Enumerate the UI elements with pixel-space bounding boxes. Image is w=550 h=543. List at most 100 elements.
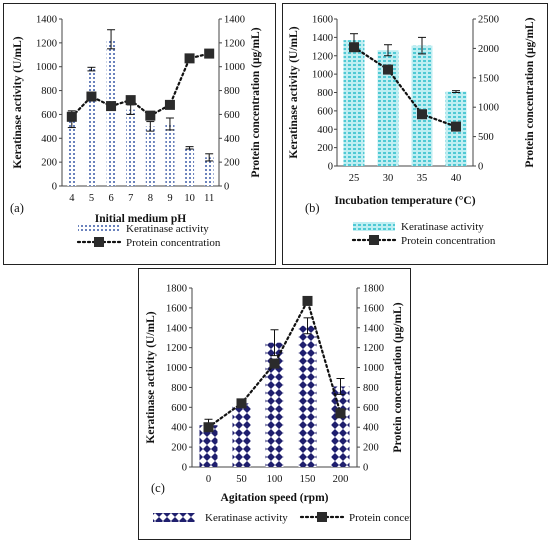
bar-keratinase-activity xyxy=(331,386,350,467)
legend-label-protein: Protein concentration xyxy=(349,512,410,524)
bar-keratinase-activity xyxy=(411,45,433,166)
legend-swatch-keratinase xyxy=(153,513,195,522)
y-tick-right-label: 0 xyxy=(224,182,229,193)
y-axis-right-title: Protein concentration (µg/mL) xyxy=(524,17,536,167)
y-tick-right-label: 1000 xyxy=(363,363,384,374)
bar-keratinase-activity xyxy=(145,126,155,186)
line-protein-concentration xyxy=(352,46,458,128)
marker-protein-concentration xyxy=(106,101,117,112)
x-tick-label: 0 xyxy=(206,474,211,485)
marker-protein-concentration xyxy=(335,408,346,419)
legend-swatch-keratinase xyxy=(78,224,120,233)
x-tick-label: 200 xyxy=(333,474,349,485)
marker-protein-concentration xyxy=(269,358,280,369)
y-tick-right-label: 0 xyxy=(478,162,483,173)
chart-a-svg: 0 200 400 600 800 1000 1200 1400 0 200 400 600 800 10… xyxy=(10,15,262,250)
y-tick-left-label: 800 xyxy=(171,383,187,394)
marker-protein-concentration xyxy=(203,422,214,433)
bar-keratinase-activity xyxy=(265,342,284,467)
y-tick-left-label: 1400 xyxy=(312,33,333,44)
y-tick-left-label: 0 xyxy=(182,463,187,474)
x-tick-label: 150 xyxy=(300,474,316,485)
y-tick-left-label: 1600 xyxy=(166,303,187,314)
y-tick-right-label: 1000 xyxy=(478,103,499,114)
y-tick-left-label: 1200 xyxy=(36,38,57,49)
bar-keratinase-activity xyxy=(377,50,399,166)
y-tick-right-label: 1200 xyxy=(224,38,245,49)
y-tick-left-label: 200 xyxy=(171,443,187,454)
y-tick-right-label: 600 xyxy=(363,403,379,414)
marker-protein-concentration xyxy=(349,42,359,53)
marker-protein-concentration xyxy=(383,64,393,75)
legend-label-keratinase: Keratinase activity xyxy=(126,223,209,235)
y-tick-left-label: 800 xyxy=(41,86,57,97)
y-tick-left-label: 600 xyxy=(41,110,57,121)
chart-panel-c: 0 200 400 600 800 1000 1200 1400 1600 1800 0 200 400… xyxy=(138,268,411,540)
y-tick-left-label: 1400 xyxy=(166,323,187,334)
y-tick-left-label: 1600 xyxy=(312,15,333,26)
y-tick-right-label: 800 xyxy=(224,86,240,97)
bar-keratinase-activity xyxy=(126,109,136,186)
y-tick-right-label: 1600 xyxy=(363,303,384,314)
marker-protein-concentration xyxy=(86,91,97,102)
marker-protein-concentration xyxy=(164,99,175,110)
y-tick-left-label: 800 xyxy=(317,88,333,99)
x-tick-label: 40 xyxy=(451,173,462,184)
chart-c-svg: 0200400600800100012001400160018000200400… xyxy=(145,284,410,525)
chart-b-svg: 0 200 400 600 800 1000 1200 1400 1600 0 500 1000 150… xyxy=(288,15,536,248)
y-tick-right-label: 800 xyxy=(363,383,379,394)
chart-panel-a: 0 200 400 600 800 1000 1200 1400 0 200 400 600 800 10… xyxy=(3,3,276,265)
y-tick-right-label: 2000 xyxy=(478,44,499,55)
y-tick-right-label: 0 xyxy=(363,463,368,474)
legend-label-protein: Protein concentration xyxy=(126,237,221,249)
y-tick-left-label: 1200 xyxy=(312,51,333,62)
x-tick-label: 5 xyxy=(89,193,94,204)
y-tick-left-label: 200 xyxy=(41,158,57,169)
bar-keratinase-activity xyxy=(232,403,251,467)
x-axis-title: Incubation temperature (°C) xyxy=(334,195,475,207)
y-tick-right-label: 400 xyxy=(363,423,379,434)
chart-panel-b: 0 200 400 600 800 1000 1200 1400 1600 0 500 1000 150… xyxy=(282,3,548,265)
bar-keratinase-activity xyxy=(199,425,218,467)
panel-label: (c) xyxy=(151,481,165,495)
x-tick-label: 100 xyxy=(267,474,283,485)
y-tick-right-label: 500 xyxy=(478,132,494,143)
x-axis-title: Initial medium pH xyxy=(95,213,186,225)
bar-keratinase-activity xyxy=(343,40,365,166)
x-tick-label: 7 xyxy=(128,193,133,204)
marker-protein-concentration xyxy=(236,398,247,409)
y-tick-left-label: 600 xyxy=(171,403,187,414)
legend-label-keratinase: Keratinase activity xyxy=(401,221,484,233)
x-tick-label: 30 xyxy=(383,173,394,184)
bar-keratinase-activity xyxy=(298,325,317,467)
marker-protein-concentration xyxy=(302,295,313,306)
x-tick-label: 10 xyxy=(184,193,195,204)
y-tick-right-label: 1400 xyxy=(224,15,245,26)
x-tick-label: 35 xyxy=(417,173,428,184)
x-tick-label: 8 xyxy=(148,193,153,204)
y-tick-left-label: 1000 xyxy=(312,70,333,81)
legend-label-protein: Protein concentration xyxy=(401,235,496,247)
x-tick-label: 50 xyxy=(236,474,247,485)
marker-protein-concentration xyxy=(451,121,461,132)
x-tick-label: 4 xyxy=(69,193,75,204)
legend-swatch-protein-marker xyxy=(94,237,104,247)
panel-label: (b) xyxy=(305,201,320,215)
y-axis-left-title: Keratinase activity (U/mL) xyxy=(288,26,300,158)
y-tick-left-label: 200 xyxy=(317,143,333,154)
y-tick-right-label: 200 xyxy=(224,158,240,169)
marker-protein-concentration xyxy=(66,111,77,122)
bar-keratinase-activity xyxy=(204,157,214,186)
y-tick-left-label: 0 xyxy=(328,162,333,173)
bar-keratinase-activity xyxy=(67,119,77,186)
y-tick-right-label: 1000 xyxy=(224,62,245,73)
y-tick-left-label: 600 xyxy=(317,106,333,117)
x-tick-label: 6 xyxy=(108,193,113,204)
y-tick-left-label: 1400 xyxy=(36,15,57,26)
y-tick-right-label: 1200 xyxy=(363,343,384,354)
y-tick-left-label: 0 xyxy=(52,182,57,193)
y-tick-right-label: 600 xyxy=(224,110,240,121)
marker-protein-concentration xyxy=(184,53,195,64)
marker-protein-concentration xyxy=(145,110,156,121)
y-tick-right-label: 200 xyxy=(363,443,379,454)
